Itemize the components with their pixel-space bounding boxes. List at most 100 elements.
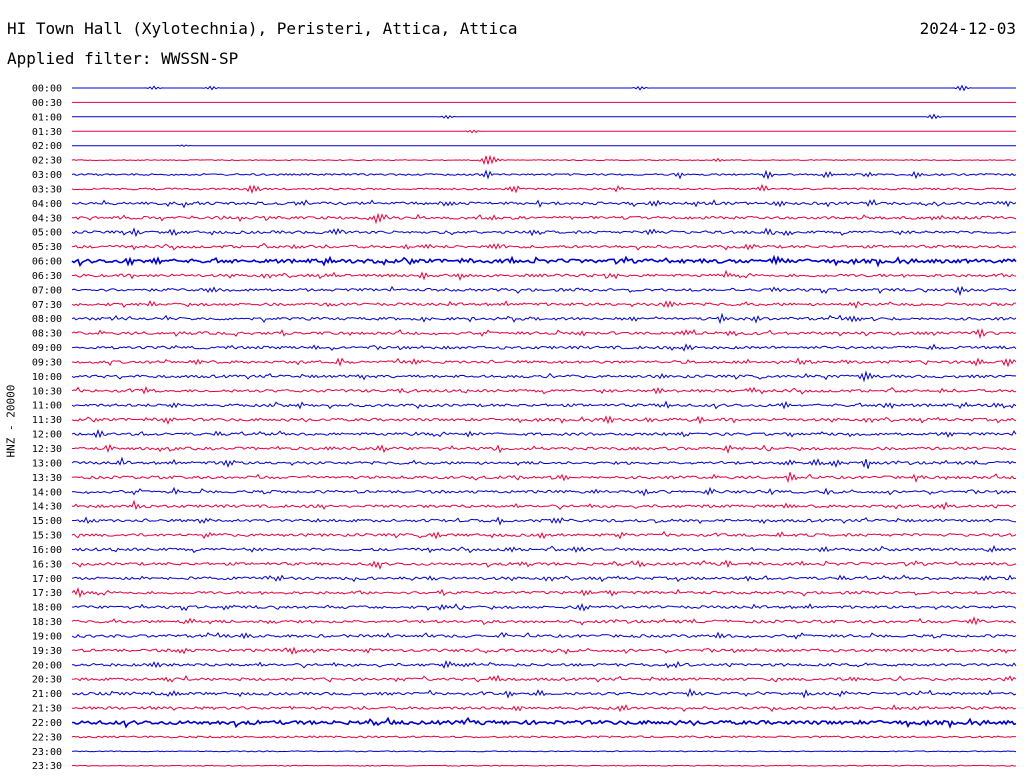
row-time-label: 08:00 (32, 314, 62, 325)
seismic-trace-row (72, 84, 1016, 92)
station-title: HI Town Hall (Xylotechnia), Peristeri, A… (7, 19, 518, 38)
filter-name: WWSSN-SP (161, 49, 239, 68)
row-time-label: 12:00 (32, 430, 62, 441)
seismic-trace-row (71, 285, 1017, 297)
seismic-trace-row (71, 516, 1016, 526)
row-time-label: 15:30 (32, 531, 62, 542)
seismic-trace-row (71, 559, 1017, 570)
row-time-label: 09:00 (32, 343, 62, 354)
row-time-label: 21:30 (32, 704, 62, 715)
row-time-label: 07:30 (32, 300, 62, 311)
seismic-trace-row (71, 343, 1017, 352)
seismic-trace-row (71, 735, 1017, 739)
seismic-trace-row (71, 530, 1017, 540)
seismic-trace-row (72, 212, 1017, 225)
row-time-label: 04:30 (32, 213, 62, 224)
row-time-label: 00:30 (32, 98, 62, 109)
row-time-label: 16:30 (32, 559, 62, 570)
row-time-label: 03:30 (32, 184, 62, 195)
record-date: 2024-12-03 (919, 19, 1016, 38)
seismic-trace-row (72, 242, 1017, 251)
seismic-trace-row (71, 472, 1017, 484)
row-time-label: 15:00 (32, 516, 62, 527)
seismic-trace-row (71, 183, 1017, 194)
row-time-label: 08:30 (32, 329, 62, 340)
seismic-trace-row (71, 198, 1017, 209)
seismic-trace-row (71, 456, 1016, 469)
seismic-trace-row (72, 129, 1016, 134)
seismic-trace-row (72, 113, 1016, 120)
row-time-label: 00:00 (32, 84, 62, 95)
seismic-trace-row (71, 254, 1017, 268)
row-time-label: 22:00 (32, 718, 62, 729)
row-time-label: 19:30 (32, 646, 62, 657)
seismic-trace-row (71, 415, 1017, 425)
seismic-trace-row (72, 144, 1016, 148)
row-time-label: 04:00 (32, 199, 62, 210)
seismic-trace-row (71, 386, 1017, 395)
row-time-label: 02:30 (32, 156, 62, 167)
row-time-label: 09:30 (32, 357, 62, 368)
row-time-label: 11:30 (32, 415, 62, 426)
seismic-trace-row (71, 312, 1017, 325)
seismic-trace-row (71, 269, 1017, 282)
row-time-label: 14:00 (32, 487, 62, 498)
row-time-label: 20:00 (32, 660, 62, 671)
seismic-trace-row (71, 674, 1017, 683)
seismic-trace-row (71, 327, 1017, 340)
filter-line: Applied filter: WWSSN-SP (7, 49, 238, 68)
seismic-trace-row (71, 227, 1017, 238)
seismic-trace-row (71, 154, 1017, 166)
seismic-trace-row (71, 646, 1017, 656)
seismic-trace-row (71, 574, 1017, 583)
row-time-label: 06:00 (32, 257, 62, 268)
seismic-trace-row (72, 499, 1016, 511)
row-time-label: 06:30 (32, 271, 62, 282)
seismic-trace-row (71, 764, 1016, 767)
seismic-trace-row (71, 169, 1017, 180)
seismic-trace-row (71, 545, 1017, 554)
seismic-trace-row (71, 357, 1017, 368)
seismic-trace-row (71, 486, 1017, 497)
row-time-label: 22:30 (32, 732, 62, 743)
seismic-trace-row (71, 704, 1017, 713)
seismic-trace-row (71, 687, 1017, 699)
row-time-label: 23:00 (32, 747, 62, 758)
row-time-label: 05:00 (32, 228, 62, 239)
seismic-trace-row (71, 587, 1017, 599)
row-time-label: 21:00 (32, 689, 62, 700)
row-time-label: 19:00 (32, 631, 62, 642)
filter-label: Applied filter: (7, 49, 152, 68)
seismic-trace-row (72, 443, 1017, 454)
row-time-label: 05:30 (32, 242, 62, 253)
row-time-label: 18:30 (32, 617, 62, 628)
seismic-trace-row (72, 659, 1017, 669)
row-time-label: 12:30 (32, 444, 62, 455)
row-time-label: 01:30 (32, 127, 62, 138)
row-time-label: 20:30 (32, 675, 62, 686)
seismic-trace-row (71, 300, 1016, 309)
row-time-label: 23:30 (32, 761, 62, 772)
row-time-label: 01:00 (32, 112, 62, 123)
seismic-trace-row (71, 602, 1017, 612)
seismic-trace-row (71, 428, 1017, 439)
row-time-label: 02:00 (32, 141, 62, 152)
seismic-trace-row (71, 750, 1017, 753)
row-time-label: 17:30 (32, 588, 62, 599)
row-time-label: 07:00 (32, 285, 62, 296)
row-time-label: 14:30 (32, 502, 62, 513)
seismic-trace-row (71, 616, 1017, 626)
row-time-label: 17:00 (32, 574, 62, 585)
seismic-trace-row (71, 400, 1017, 410)
row-time-label: 13:30 (32, 473, 62, 484)
row-time-label: 11:00 (32, 401, 62, 412)
seismic-trace-row (71, 631, 1017, 640)
seismic-trace-row (71, 370, 1017, 383)
row-time-label: 10:00 (32, 372, 62, 383)
seismic-trace-row (72, 716, 1017, 729)
row-time-label: 16:00 (32, 545, 62, 556)
row-time-label: 10:30 (32, 386, 62, 397)
row-time-label: 18:00 (32, 603, 62, 614)
row-time-label: 03:00 (32, 170, 62, 181)
